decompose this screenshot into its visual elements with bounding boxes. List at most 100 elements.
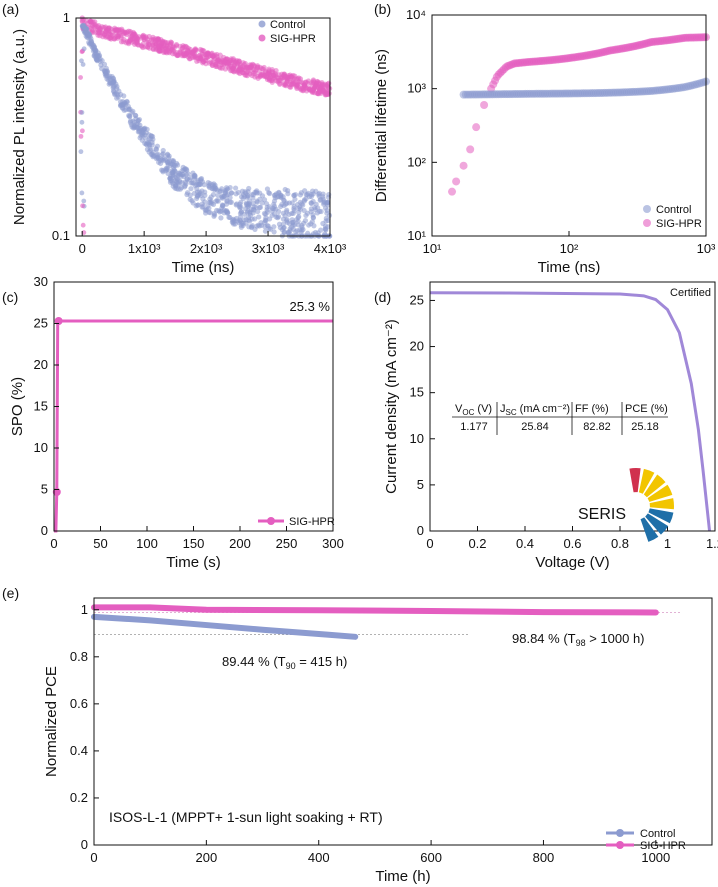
control-point (133, 113, 139, 119)
sig-hpr-point (244, 73, 250, 79)
panel-d-ytick-label: 15 (410, 385, 424, 400)
sig-hpr-point (190, 51, 196, 57)
panel-e-ytick-label: 1 (81, 602, 88, 617)
sig-hpr-point (281, 81, 287, 87)
control-point (312, 229, 319, 236)
control-point (320, 220, 326, 227)
control-point (237, 210, 244, 216)
sig-hpr-point (252, 68, 258, 75)
panel-c-xtick-label: 150 (183, 536, 205, 551)
panel-e-xlabel: Time (h) (375, 868, 430, 885)
control-point (189, 180, 195, 186)
jv-table-value: 82.82 (583, 421, 611, 433)
sig-hpr-point (314, 78, 321, 85)
early-time-point (78, 75, 83, 80)
panel-c-xtick-label: 300 (322, 536, 344, 551)
control-point (300, 226, 306, 233)
control-point (304, 191, 310, 198)
control-point (114, 84, 120, 90)
control-point (120, 105, 126, 111)
control-point (266, 190, 273, 197)
early-time-point (79, 110, 85, 115)
panel-a-xtick-label: 3x10³ (252, 241, 285, 256)
control-point (242, 189, 248, 195)
control-point (218, 208, 224, 214)
control-point (202, 199, 208, 205)
panel-e-xtick-label: 400 (308, 850, 330, 865)
sig-hpr-point (101, 31, 108, 38)
panel-e-frame (93, 597, 713, 846)
panel-b-legend-marker (643, 205, 651, 213)
control-point (275, 208, 282, 215)
early-time-point (81, 198, 87, 204)
control-point (163, 166, 169, 172)
panel-e-ytick-label: 0.2 (70, 790, 88, 805)
sig-hpr-spo-line (54, 319, 333, 533)
panel-b-legend-label: SIG-HPR (656, 218, 702, 230)
sig-hpr-point (181, 50, 187, 56)
panel-a-legend-marker (258, 34, 266, 42)
control-point (281, 229, 287, 235)
sig-hpr-point (318, 89, 324, 95)
panel-e-ytick-label: 0 (81, 837, 88, 852)
sig-retention-label: 98.84 % (T98 > 1000 h) (512, 631, 645, 648)
sig-hpr-point (273, 68, 279, 74)
panel-e-xtick-label: 800 (533, 850, 555, 865)
early-time-point (79, 190, 85, 196)
panel-a-ytick-label: 1 (63, 10, 70, 25)
control-point (146, 142, 153, 148)
control-point (265, 223, 271, 229)
panel-c-ytick-label: 20 (34, 357, 48, 372)
panel-c-ytick-label: 0 (41, 523, 48, 538)
panel-e-legend-label: SIG-HPR (640, 840, 686, 852)
control-point (102, 69, 108, 75)
control-point (170, 169, 176, 175)
sig-hpr-point (236, 66, 242, 72)
panel-b-ylabel: Differential lifetime (ns) (373, 49, 390, 202)
panel-c-frame (53, 281, 334, 532)
control-point (312, 205, 318, 211)
panel-a-ylabel: Normalized PL intensity (a.u.) (11, 29, 28, 225)
panel-a-ytick-label: 0.1 (52, 228, 70, 243)
panel-e-legend-label: Control (640, 828, 675, 840)
panel-d-ytick-label: 10 (410, 431, 424, 446)
sig-hpr-point (297, 76, 304, 82)
sig-hpr-point (452, 177, 461, 186)
panel-a-frame (75, 17, 331, 237)
control-point (146, 136, 152, 142)
panel-a-xtick-label: 1x10³ (128, 241, 161, 256)
sig-hpr-point (244, 69, 250, 75)
sig-hpr-point (466, 145, 475, 154)
control-point (298, 190, 304, 196)
panel-a-xtick-label: 2x10³ (190, 241, 223, 256)
sig-hpr-point (138, 43, 144, 49)
control-point (110, 88, 117, 94)
control-point (156, 159, 162, 165)
control-point (262, 211, 269, 217)
control-point (174, 176, 180, 182)
control-point (302, 218, 309, 224)
sig-hpr-point (194, 58, 200, 64)
control-point (91, 44, 97, 50)
control-point (228, 199, 234, 205)
control-point (180, 171, 186, 178)
sig-hpr-point (472, 123, 481, 132)
panel-e-xtick-label: 200 (196, 850, 218, 865)
control-point (256, 204, 263, 211)
control-point (297, 206, 304, 212)
control-point (262, 228, 269, 234)
sig-hpr-point (325, 81, 331, 87)
control-point (175, 180, 181, 186)
sig-hpr-point (156, 48, 162, 54)
sig-hpr-point (186, 56, 193, 62)
panel-b-legend-marker (643, 219, 651, 227)
panel-c-ytick-label: 15 (34, 399, 48, 414)
sig-hpr-point (108, 36, 114, 42)
sig-hpr-point (251, 62, 257, 68)
control-point (290, 222, 296, 228)
control-point (325, 224, 331, 230)
sig-hpr-point (266, 76, 272, 82)
control-point (245, 192, 251, 199)
panel-c-xtick-label: 250 (276, 536, 298, 551)
